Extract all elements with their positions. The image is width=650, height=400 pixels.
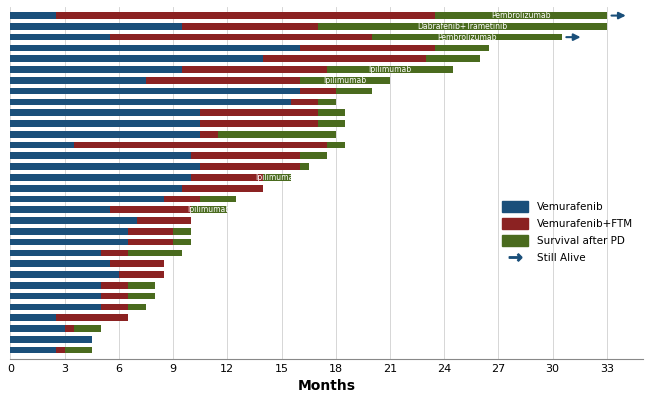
Bar <box>10 271 119 278</box>
Bar <box>10 239 128 246</box>
Bar <box>56 12 436 19</box>
Bar <box>300 163 309 170</box>
Bar <box>10 88 300 94</box>
Bar <box>73 142 327 148</box>
Bar <box>10 293 101 300</box>
Bar <box>101 250 128 256</box>
Bar <box>173 228 191 235</box>
Bar <box>10 174 191 181</box>
Bar <box>10 260 110 267</box>
Bar <box>191 152 300 159</box>
Bar <box>128 228 173 235</box>
Bar <box>200 131 218 138</box>
Text: Ipilimumab: Ipilimumab <box>323 76 367 85</box>
Bar <box>10 142 73 148</box>
Bar <box>182 185 263 192</box>
X-axis label: Months: Months <box>298 379 356 393</box>
Bar <box>10 185 182 192</box>
Bar <box>10 196 164 202</box>
Bar <box>300 77 390 84</box>
Bar <box>10 163 200 170</box>
Bar <box>182 66 327 73</box>
Bar <box>200 120 318 127</box>
Bar <box>128 239 173 246</box>
Bar <box>10 77 146 84</box>
Bar <box>137 217 191 224</box>
Bar <box>10 250 101 256</box>
Bar <box>110 34 372 40</box>
Bar <box>173 239 191 246</box>
Text: Ipilimumab: Ipilimumab <box>369 65 411 74</box>
Bar <box>101 304 128 310</box>
Bar <box>191 174 263 181</box>
Bar <box>10 206 110 213</box>
Bar <box>128 304 146 310</box>
Bar <box>327 142 344 148</box>
Bar <box>318 23 607 30</box>
Bar <box>10 347 56 353</box>
Bar <box>327 66 453 73</box>
Bar <box>73 325 101 332</box>
Bar <box>436 44 489 51</box>
Bar <box>128 282 155 289</box>
Text: Ipilimumab: Ipilimumab <box>255 173 298 182</box>
Bar <box>291 98 318 105</box>
Bar <box>200 163 300 170</box>
Bar <box>10 23 182 30</box>
Legend: Vemurafenib, Vemurafenib+FTM, Survival after PD, Still Alive: Vemurafenib, Vemurafenib+FTM, Survival a… <box>497 196 638 268</box>
Bar <box>200 109 318 116</box>
Bar <box>128 250 182 256</box>
Bar <box>10 55 263 62</box>
Bar <box>128 293 155 300</box>
Bar <box>263 55 426 62</box>
Text: Pembrolizumab: Pembrolizumab <box>437 33 497 42</box>
Bar <box>10 120 200 127</box>
Bar <box>372 34 562 40</box>
Bar <box>10 304 101 310</box>
Bar <box>10 131 200 138</box>
Bar <box>10 109 200 116</box>
Bar <box>318 109 344 116</box>
Bar <box>110 260 164 267</box>
Bar <box>300 88 336 94</box>
Bar <box>426 55 480 62</box>
Bar <box>10 282 101 289</box>
Bar <box>101 293 128 300</box>
Bar <box>10 34 110 40</box>
Bar <box>64 325 73 332</box>
Text: Ipilimumab: Ipilimumab <box>188 205 231 214</box>
Bar <box>218 131 336 138</box>
Bar <box>10 44 300 51</box>
Bar <box>10 66 182 73</box>
Bar <box>318 98 336 105</box>
Bar <box>10 12 56 19</box>
Bar <box>10 325 64 332</box>
Bar <box>436 12 607 19</box>
Bar <box>263 174 291 181</box>
Bar <box>200 196 237 202</box>
Bar <box>10 314 56 321</box>
Bar <box>300 44 436 51</box>
Bar <box>164 196 200 202</box>
Bar <box>146 77 300 84</box>
Bar <box>10 228 128 235</box>
Bar <box>110 206 191 213</box>
Text: Pembrolizumab: Pembrolizumab <box>491 11 551 20</box>
Text: Dabrafenib+Trametinib: Dabrafenib+Trametinib <box>417 22 508 31</box>
Bar <box>64 347 92 353</box>
Bar <box>101 282 128 289</box>
Bar <box>10 336 92 342</box>
Bar <box>191 206 228 213</box>
Bar <box>318 120 344 127</box>
Bar <box>10 152 191 159</box>
Bar <box>56 347 64 353</box>
Bar <box>56 314 128 321</box>
Bar <box>10 98 291 105</box>
Bar <box>182 23 318 30</box>
Bar <box>300 152 327 159</box>
Bar <box>10 217 137 224</box>
Bar <box>336 88 372 94</box>
Bar <box>119 271 164 278</box>
